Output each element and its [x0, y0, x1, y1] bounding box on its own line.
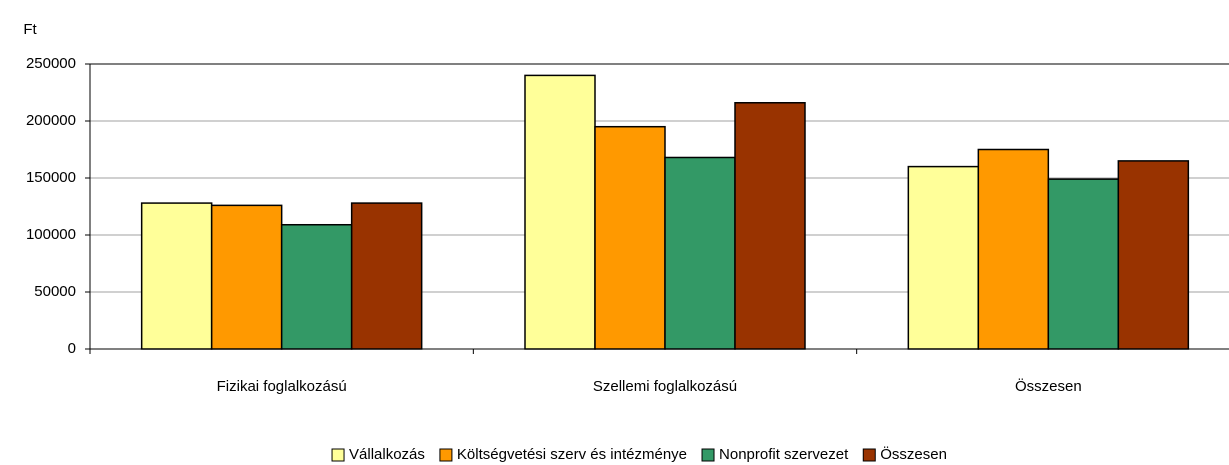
legend-label: Összesen [880, 445, 947, 463]
bar [524, 74, 596, 350]
bar [140, 202, 213, 350]
bar [734, 102, 806, 350]
bar [210, 204, 283, 350]
y-tick-label: 250000 [26, 55, 76, 72]
legend-swatch [331, 448, 345, 462]
legend-label: Vállalkozás [349, 446, 425, 463]
legend-swatch [701, 448, 715, 462]
y-tick-label: 100000 [26, 226, 76, 243]
legend-label: Költségvetési szerv és intézménye [457, 446, 687, 463]
bar [350, 202, 423, 350]
y-tick-label: 200000 [26, 112, 76, 129]
y-tick-label: 150000 [26, 169, 76, 186]
legend-swatch [439, 448, 453, 462]
bar [280, 223, 353, 350]
y-tick-label: 50000 [34, 283, 76, 300]
x-tick-label: Szellemi foglalkozású [593, 378, 737, 395]
bar [594, 125, 666, 350]
x-tick-label: Összesen [1015, 377, 1082, 395]
bar [664, 156, 736, 350]
y-axis-label: Ft [23, 21, 37, 38]
bar [1047, 178, 1120, 350]
bar [977, 148, 1050, 350]
x-tick-label: Fizikai foglalkozású [217, 378, 347, 395]
y-tick-label: 0 [68, 340, 76, 357]
bar [1117, 160, 1190, 350]
legend-swatch [862, 448, 876, 462]
bar [907, 165, 980, 350]
legend-label: Nonprofit szervezet [719, 446, 849, 463]
